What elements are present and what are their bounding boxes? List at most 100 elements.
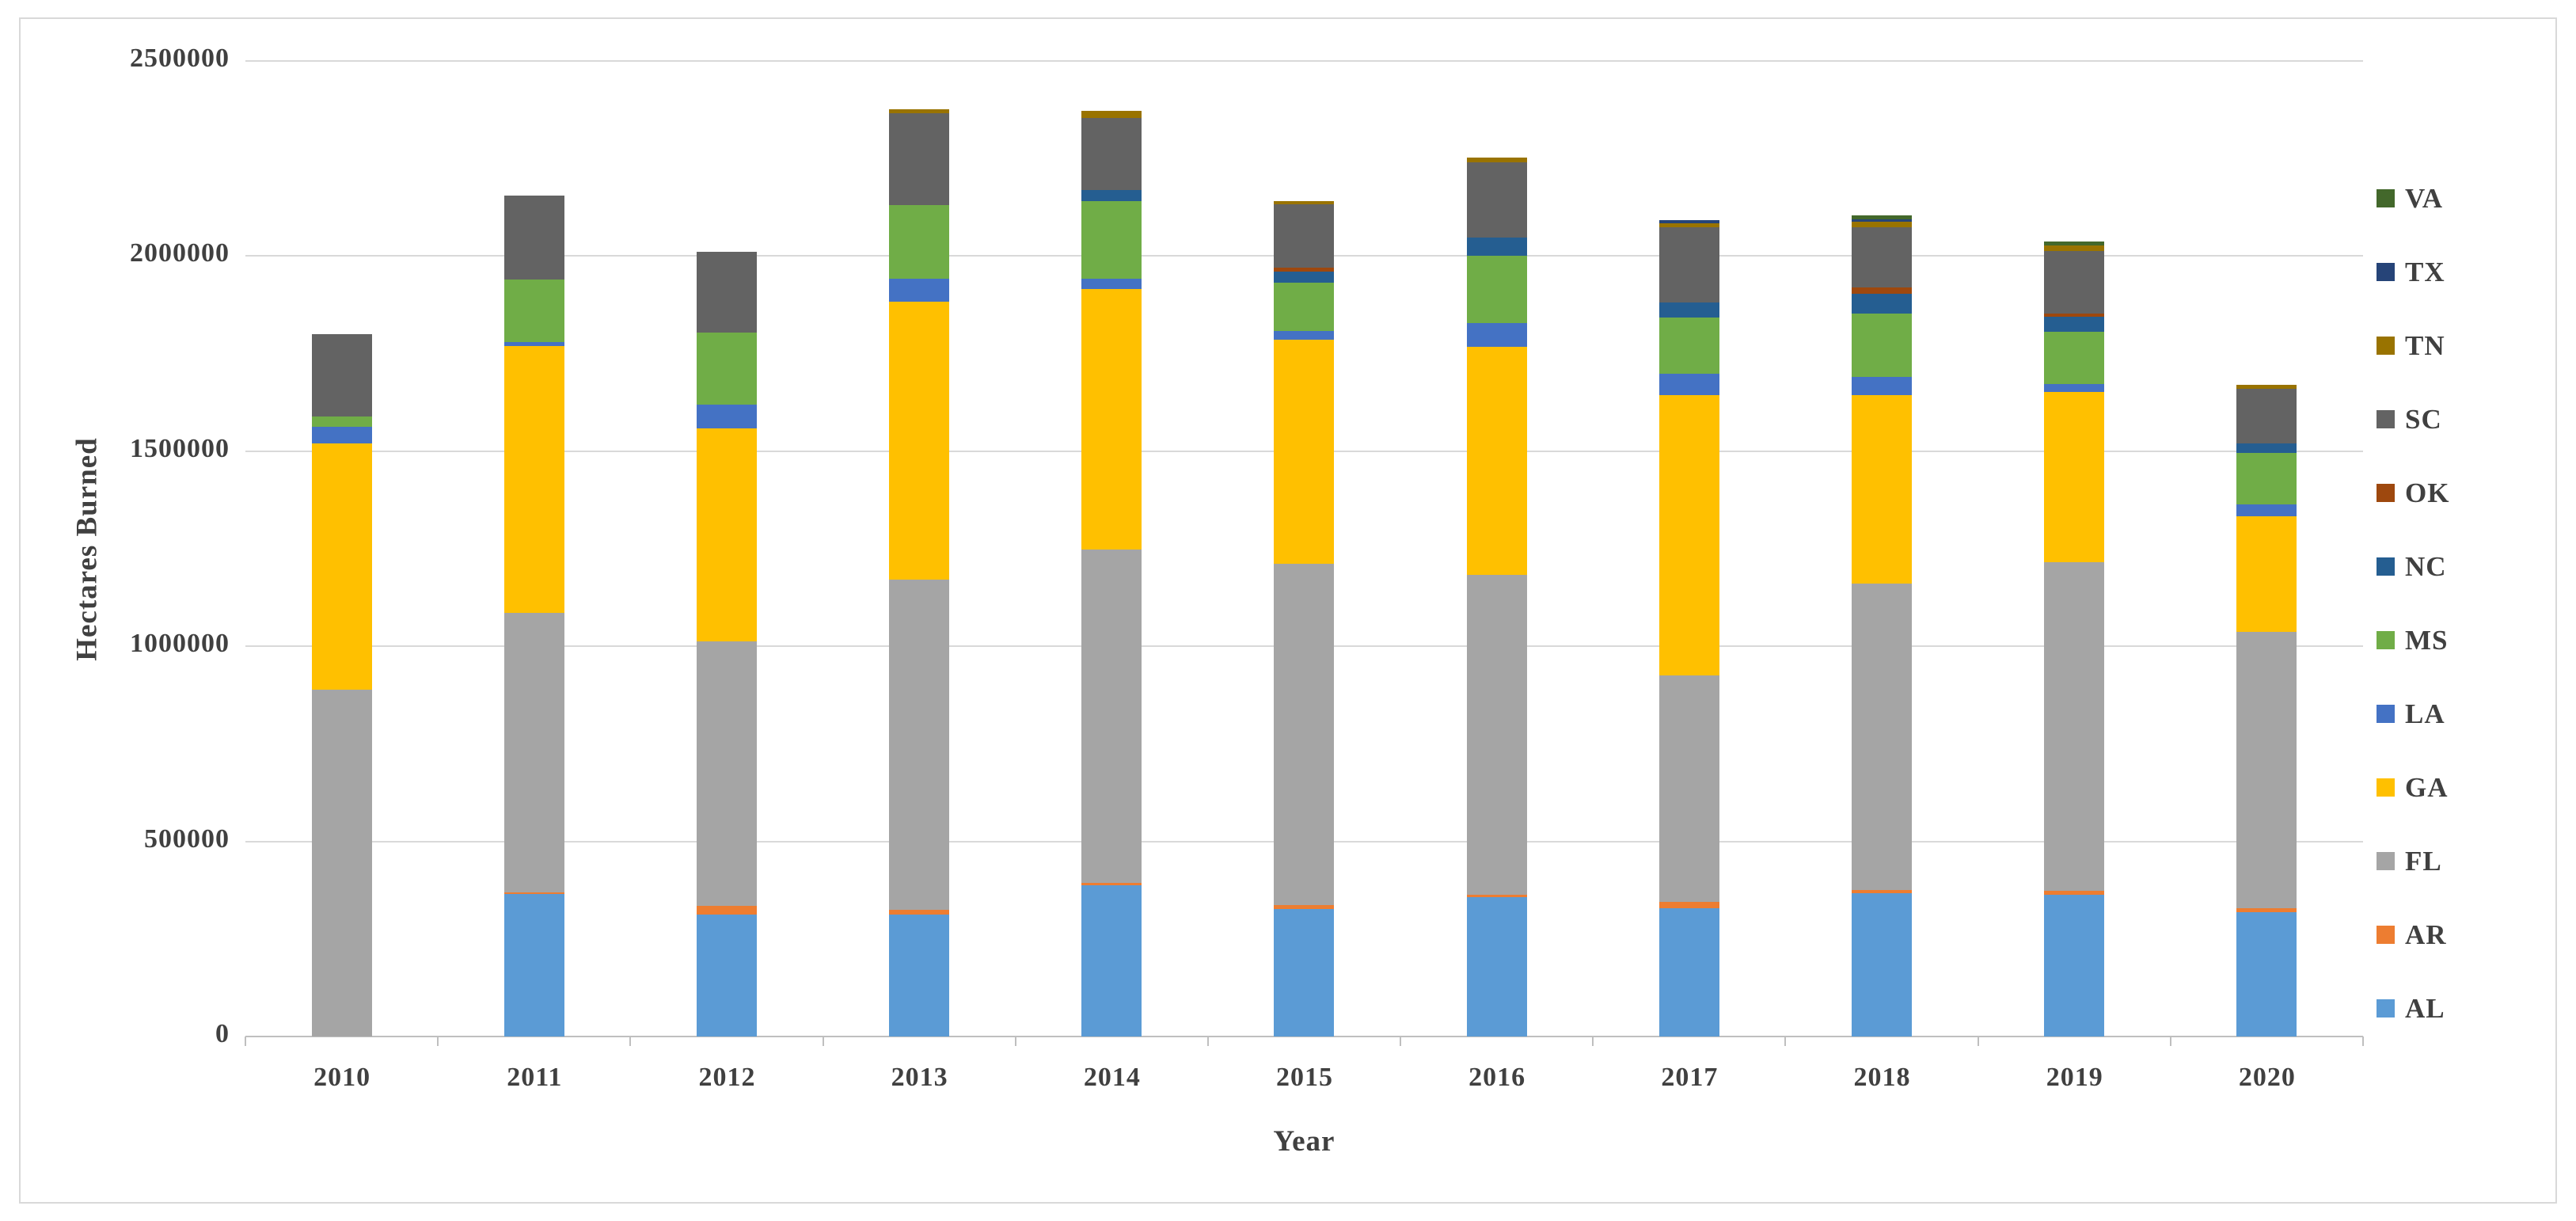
gridline (245, 60, 2363, 62)
bar-segment-AL (1274, 909, 1335, 1037)
bar-segment-LA (1274, 330, 1335, 340)
bar-segment-SC (889, 113, 950, 205)
bar-segment-TN (1658, 223, 1719, 228)
legend-swatch-VA (2377, 189, 2395, 207)
bar-segment-GA (889, 301, 950, 580)
y-tick-label: 2000000 (130, 238, 230, 268)
bar-segment-SC (2236, 389, 2297, 444)
bar-segment-SC (2044, 251, 2105, 314)
category-slot (1016, 61, 1208, 1037)
x-tick-label-2013: 2013 (891, 1063, 948, 1092)
bar-segment-TN (1081, 110, 1142, 118)
x-axis-tick (1592, 1037, 1594, 1046)
category-slot (438, 61, 630, 1037)
bar-segment-MS (696, 333, 757, 405)
x-axis-tick (629, 1037, 632, 1046)
bar-segment-FL (1658, 675, 1719, 903)
category-slot (823, 61, 1016, 1037)
legend-swatch-TN (2377, 337, 2395, 355)
x-tick-label-2011: 2011 (507, 1063, 563, 1092)
bar-segment-OK (1274, 267, 1335, 272)
bar-segment-MS (1081, 201, 1142, 280)
category-slot (1978, 61, 2171, 1037)
bar-segment-AR (503, 892, 564, 895)
bar-segment-AR (696, 906, 757, 915)
bar-segment-FL (2236, 632, 2297, 908)
bar-segment-NC (1274, 271, 1335, 283)
legend-label: OK (2405, 477, 2450, 508)
legend-item-SC: SC (2377, 382, 2449, 456)
y-axis-title: Hectares Burned (70, 437, 104, 661)
bar-segment-VA (2044, 241, 2105, 246)
legend-item-LA: LA (2377, 677, 2449, 751)
legend-label: AR (2405, 919, 2447, 950)
bar-segment-AR (889, 909, 950, 915)
bar-segment-FL (889, 580, 950, 910)
x-axis-tick (1014, 1037, 1016, 1046)
x-axis-tick (437, 1037, 439, 1046)
category-slot (2171, 61, 2363, 1037)
x-tick-label-2015: 2015 (1276, 1063, 1333, 1092)
stacked-bar-2013 (889, 61, 950, 1037)
bar-segment-MS (1852, 314, 1913, 378)
legend-item-NC: NC (2377, 530, 2449, 603)
stacked-bar-2016 (1466, 61, 1527, 1037)
bar-segment-LA (503, 342, 564, 346)
legend-swatch-GA (2377, 778, 2395, 797)
x-axis-tick (1977, 1037, 1979, 1046)
legend-label: VA (2405, 182, 2444, 214)
x-tick-label-2012: 2012 (698, 1063, 756, 1092)
bar-segment-GA (2044, 392, 2105, 563)
stacked-bar-2018 (1852, 61, 1913, 1037)
bar-segment-VA (1852, 215, 1913, 220)
bar-segment-TN (889, 109, 950, 114)
category-slot (1400, 61, 1593, 1037)
plot-area (245, 60, 2364, 1046)
legend-label: TX (2405, 256, 2445, 287)
legend: VA TX TN SC OK NC MS LA GA FL AR AL (2377, 162, 2449, 1045)
bar-segment-NC (2236, 443, 2297, 454)
legend-item-FL: FL (2377, 824, 2449, 898)
legend-label: GA (2405, 771, 2449, 803)
bar-segment-LA (1466, 322, 1527, 347)
bar-segment-NC (2044, 317, 2105, 333)
bar-segment-MS (889, 204, 950, 279)
bar-segment-NC (1466, 238, 1527, 257)
legend-swatch-OK (2377, 484, 2395, 502)
y-tick-label: 1000000 (130, 629, 230, 659)
bar-segment-MS (2236, 453, 2297, 505)
bar-segment-LA (1081, 279, 1142, 290)
bar-segment-MS (1658, 317, 1719, 375)
category-slot (245, 61, 438, 1037)
bar-segment-NC (1852, 294, 1913, 314)
x-tick-label-2018: 2018 (1853, 1063, 1911, 1092)
bar-segment-AL (1658, 907, 1719, 1037)
x-tick-label-2014: 2014 (1083, 1063, 1141, 1092)
bar-segment-LA (2236, 504, 2297, 517)
bar-segment-MS (2044, 332, 2105, 384)
bar-segment-OK (2044, 313, 2105, 318)
x-tick-label-2016: 2016 (1468, 1063, 1526, 1092)
stacked-bar-2011 (503, 61, 564, 1037)
bar-segment-GA (311, 443, 372, 690)
legend-swatch-FL (2377, 852, 2395, 870)
x-axis-title: Year (1273, 1125, 1335, 1158)
legend-item-AR: AR (2377, 898, 2449, 972)
bar-segment-TN (2236, 384, 2297, 390)
bar-segment-AL (2044, 895, 2105, 1037)
legend-label: TN (2405, 329, 2445, 361)
bar-segment-SC (503, 195, 564, 280)
bar-segment-AR (2044, 891, 2105, 896)
stacked-bar-2015 (1274, 61, 1335, 1037)
bar-segment-AL (503, 894, 564, 1037)
x-axis-tick (2362, 1037, 2364, 1046)
bar-segment-GA (1274, 340, 1335, 564)
bar-segment-FL (1852, 584, 1913, 891)
bar-segment-FL (1466, 575, 1527, 895)
legend-swatch-MS (2377, 631, 2395, 649)
category-slot (1785, 61, 1978, 1037)
bar-segment-SC (1081, 117, 1142, 191)
bar-segment-GA (2236, 516, 2297, 633)
legend-item-GA: GA (2377, 751, 2449, 824)
legend-label: SC (2405, 403, 2442, 435)
